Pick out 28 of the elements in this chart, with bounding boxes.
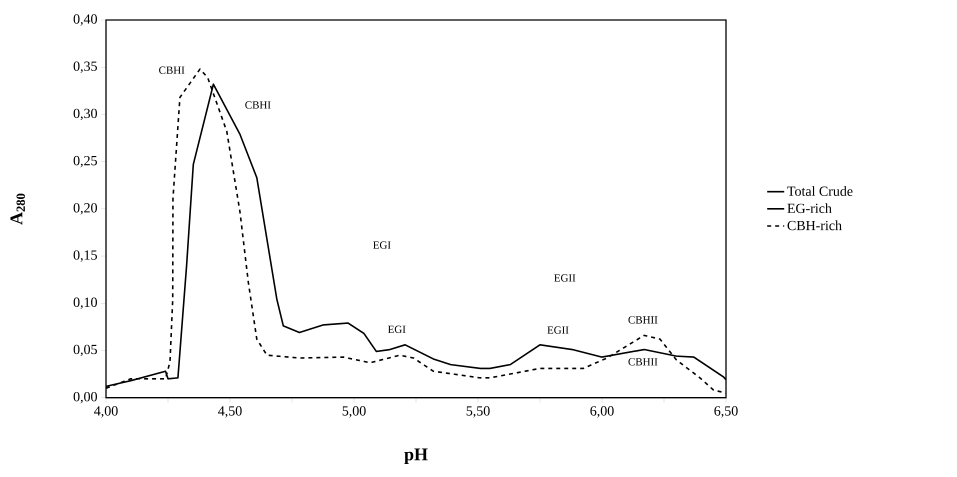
annotation: CBHII — [628, 316, 658, 324]
y-tick-label: 0,15 — [74, 250, 97, 262]
legend-label: EG-rich — [787, 203, 832, 214]
annotation: EGI — [388, 326, 406, 334]
annotation: EGII — [547, 326, 569, 334]
x-tick-label: 5,50 — [466, 406, 490, 418]
annotation: EGI — [373, 241, 391, 249]
y-tick-label: 0,30 — [74, 108, 97, 120]
annotation: CBHI — [245, 101, 271, 109]
x-tick-label: 4,00 — [94, 406, 118, 418]
annotation: EGII — [554, 274, 576, 282]
y-tick-label: 0,10 — [74, 298, 97, 309]
annotation: CBHII — [628, 358, 658, 366]
x-tick-label: 4,50 — [218, 406, 242, 418]
y-tick-label: 0,05 — [74, 344, 97, 356]
y-axis-title: A$_{280}$ — [10, 194, 25, 225]
y-tick-label: 0,35 — [74, 61, 97, 73]
y-tick-label: 0,00 — [74, 392, 97, 404]
x-tick-label: 6,50 — [714, 406, 738, 418]
x-tick-label: 6,00 — [590, 406, 614, 418]
x-tick-label: 5,00 — [342, 406, 366, 418]
y-tick-label: 0,20 — [74, 203, 97, 215]
annotation: CBHI — [159, 66, 184, 74]
legend-label: CBH-rich — [788, 220, 842, 230]
legend-label: Total Crude — [787, 186, 853, 196]
y-tick-label: 0,40 — [74, 14, 97, 26]
x-axis-title: pH — [404, 448, 428, 464]
y-tick-label: 0,25 — [74, 156, 97, 168]
